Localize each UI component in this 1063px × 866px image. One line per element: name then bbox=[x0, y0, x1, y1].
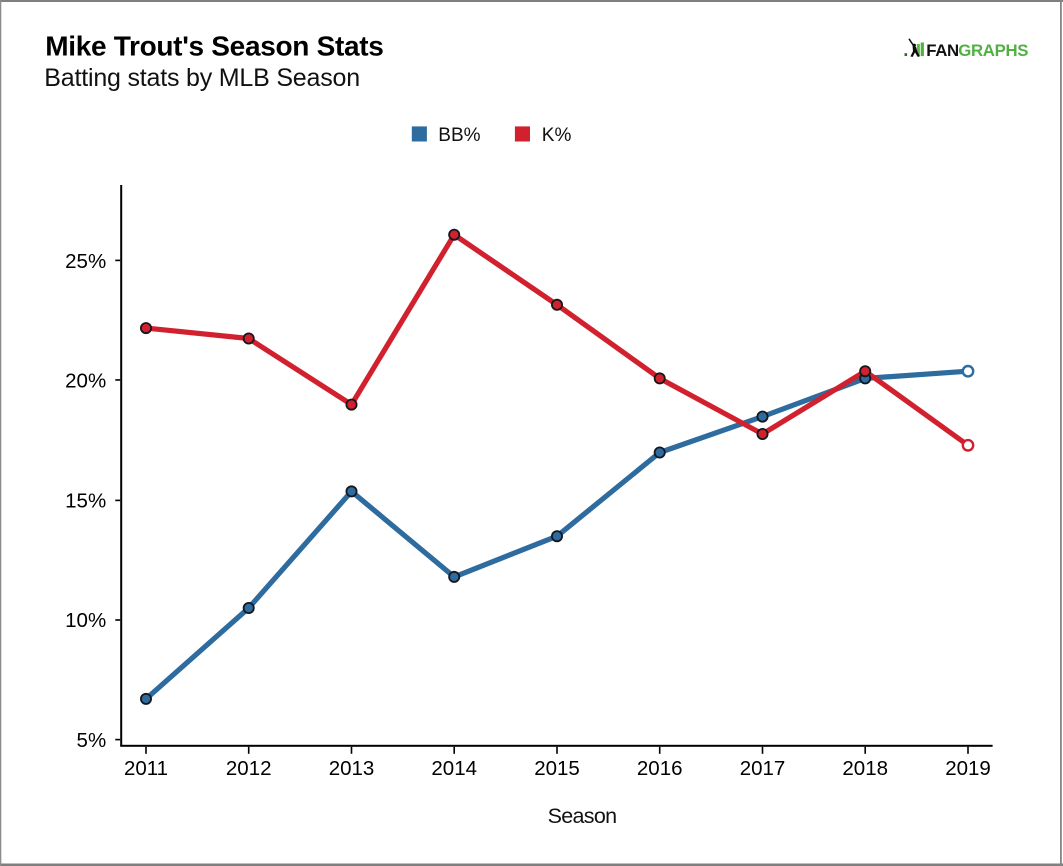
svg-text:2012: 2012 bbox=[226, 757, 272, 780]
svg-text:2017: 2017 bbox=[740, 757, 786, 780]
svg-text:2011: 2011 bbox=[124, 757, 168, 780]
svg-text:2013: 2013 bbox=[329, 757, 375, 780]
svg-text:BB%: BB% bbox=[438, 125, 480, 146]
svg-text:15%: 15% bbox=[65, 489, 106, 512]
svg-text:5%: 5% bbox=[77, 729, 107, 752]
svg-text:10%: 10% bbox=[65, 609, 106, 632]
svg-text:Season: Season bbox=[548, 804, 617, 828]
svg-text:2018: 2018 bbox=[842, 757, 888, 780]
svg-text:2016: 2016 bbox=[637, 757, 683, 780]
svg-text:2019: 2019 bbox=[945, 757, 991, 780]
svg-text:Mike Trout's Season Stats: Mike Trout's Season Stats bbox=[45, 31, 383, 62]
svg-text:2015: 2015 bbox=[534, 757, 580, 780]
svg-text:GRAPHS: GRAPHS bbox=[958, 41, 1028, 60]
svg-text:FAN: FAN bbox=[926, 41, 959, 60]
svg-text:25%: 25% bbox=[65, 250, 106, 273]
svg-text:Batting stats by MLB Season: Batting stats by MLB Season bbox=[44, 64, 360, 92]
svg-text:20%: 20% bbox=[65, 370, 106, 393]
svg-text:K%: K% bbox=[542, 125, 572, 146]
svg-text:2014: 2014 bbox=[431, 757, 477, 780]
